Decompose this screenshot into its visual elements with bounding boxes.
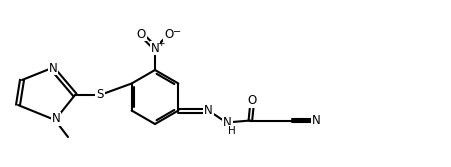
- Text: O: O: [136, 28, 145, 41]
- Text: N: N: [49, 61, 57, 74]
- Text: N: N: [51, 113, 60, 125]
- Text: H: H: [227, 125, 235, 135]
- Text: −: −: [173, 27, 181, 37]
- Text: N: N: [222, 116, 231, 129]
- Text: O: O: [164, 28, 173, 41]
- Text: S: S: [96, 89, 103, 102]
- Text: N: N: [311, 114, 320, 127]
- Text: N: N: [150, 42, 159, 54]
- Text: O: O: [247, 94, 257, 107]
- Text: N: N: [203, 104, 212, 117]
- Text: +: +: [157, 39, 164, 47]
